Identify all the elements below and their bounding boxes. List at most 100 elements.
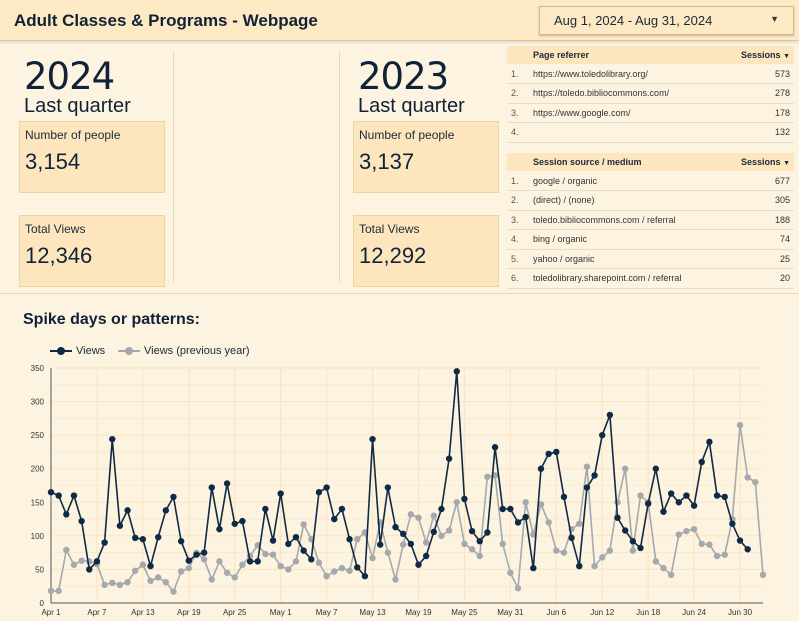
legend-item-views[interactable]: Views xyxy=(50,345,105,357)
data-point-current xyxy=(530,564,537,572)
kpi-2024-people-label: Number of people xyxy=(25,128,121,142)
x-tick-label: Apr 13 xyxy=(131,608,155,617)
data-point-previous xyxy=(560,549,568,556)
data-point-current xyxy=(101,539,108,546)
data-point-current xyxy=(606,411,614,419)
data-point-current xyxy=(683,492,690,499)
data-point-current xyxy=(445,455,453,462)
data-point-previous xyxy=(537,501,545,508)
data-point-current xyxy=(698,458,705,466)
page-header: Adult Classes & Programs - Webpage Aug 1… xyxy=(0,0,799,41)
data-point-current xyxy=(736,537,744,544)
table-row[interactable]: 5. yahoo / organic 25 xyxy=(507,249,794,269)
table-row[interactable]: 1. https://www.toledolibrary.org/573 xyxy=(507,64,794,84)
data-point-current xyxy=(147,562,154,570)
data-point-previous xyxy=(744,474,751,481)
data-point-previous xyxy=(208,576,215,583)
data-point-current xyxy=(285,540,292,548)
data-point-current xyxy=(223,480,231,487)
data-point-previous xyxy=(292,558,300,565)
data-point-current xyxy=(246,558,254,565)
y-tick-label: 300 xyxy=(31,398,45,407)
data-point-current xyxy=(78,517,85,525)
data-point-previous xyxy=(147,577,154,585)
sort-desc-icon[interactable]: ▼ xyxy=(783,160,790,167)
data-point-previous xyxy=(47,587,55,595)
cell-name: bing / organic xyxy=(529,229,724,250)
data-point-previous xyxy=(476,552,483,560)
legend-item-views-previous[interactable]: Views (previous year) xyxy=(118,345,250,357)
y-tick-label: 100 xyxy=(31,532,45,541)
data-point-current xyxy=(438,505,445,513)
data-point-previous xyxy=(78,557,85,564)
table-row[interactable]: 4. 132 xyxy=(507,122,794,143)
y-tick-label: 250 xyxy=(31,431,45,440)
page-referrer-table: Page referrer Sessions ▼ 1. https://www.t… xyxy=(507,46,794,143)
data-point-current xyxy=(392,523,399,531)
data-point-previous xyxy=(392,576,399,583)
data-point-current xyxy=(361,572,369,580)
data-point-current xyxy=(216,525,223,533)
x-tick-label: May 1 xyxy=(270,608,292,617)
data-point-previous xyxy=(369,554,376,562)
col-source-medium-header[interactable]: Session source / medium xyxy=(507,153,724,171)
data-point-previous xyxy=(285,566,292,573)
views-line-chart: 0 50 100 150 200 250 300 350 Apr 1 Apr 7 Apr 13 Apr… xyxy=(31,364,767,617)
data-point-previous xyxy=(55,587,62,595)
sort-desc-icon[interactable]: ▼ xyxy=(783,53,790,60)
data-point-current xyxy=(231,520,238,527)
data-point-current xyxy=(629,538,637,545)
cell-idx: 2. xyxy=(507,190,529,211)
table-row[interactable]: 2. https://toledo.bibliocommons.com/278 xyxy=(507,83,794,104)
col-page-referrer-header[interactable]: Page referrer xyxy=(507,46,719,64)
cell-value: 132 xyxy=(718,122,794,143)
data-point-previous xyxy=(652,558,660,565)
session-source-table: Session source / medium Sessions ▼ 1. goo… xyxy=(507,153,794,289)
table-row[interactable]: 3. toledo.bibliocommons.com / referral 188 xyxy=(507,210,794,230)
data-point-current xyxy=(154,534,162,541)
x-tick-label: May 13 xyxy=(359,608,386,617)
cell-idx: 4. xyxy=(507,229,529,250)
data-point-current xyxy=(706,438,713,446)
col-sessions-header[interactable]: Sessions ▼ xyxy=(723,153,794,171)
date-range-value: Aug 1, 2024 - Aug 31, 2024 xyxy=(554,13,713,28)
data-point-current xyxy=(177,538,185,545)
table-row[interactable]: 4. bing / organic 74 xyxy=(507,229,794,250)
data-point-previous xyxy=(315,559,323,566)
data-point-previous xyxy=(300,521,307,528)
data-point-previous xyxy=(461,540,468,548)
data-point-previous xyxy=(713,552,721,560)
col-sessions-header[interactable]: Sessions ▼ xyxy=(718,46,794,64)
table-row[interactable]: 1. google / organic 677 xyxy=(507,171,794,191)
data-point-previous xyxy=(338,564,346,572)
data-point-current xyxy=(744,546,751,553)
cell-idx: 3. xyxy=(507,210,529,230)
kpi-2024-views-label: Total Views xyxy=(25,222,86,236)
y-tick-label: 50 xyxy=(35,565,44,574)
data-point-current xyxy=(553,448,560,456)
cell-value: 20 xyxy=(723,268,794,289)
legend-marker-views-previous xyxy=(118,347,140,355)
data-point-previous xyxy=(637,492,644,499)
data-point-previous xyxy=(354,536,361,543)
data-point-current xyxy=(514,519,522,526)
table-row[interactable]: 3. https://www.google.com/178 xyxy=(507,103,794,123)
series-line-current xyxy=(50,371,749,579)
data-point-previous xyxy=(323,572,330,580)
date-range-picker[interactable]: Aug 1, 2024 - Aug 31, 2024 ▼ xyxy=(539,6,794,35)
cell-name: https://toledo.bibliocommons.com/ xyxy=(529,83,719,104)
table-row[interactable]: 2. (direct) / (none) 305 xyxy=(507,190,794,211)
cell-name: toledo.bibliocommons.com / referral xyxy=(529,210,724,230)
caret-down-icon[interactable]: ▼ xyxy=(770,14,779,24)
data-point-previous xyxy=(231,574,238,581)
data-point-current xyxy=(384,484,392,491)
cell-idx: 1. xyxy=(507,171,529,191)
kpi-2023-people-label: Number of people xyxy=(359,128,455,142)
table-row[interactable]: 6. toledolibrary.sharepoint.com / referra… xyxy=(507,268,794,289)
y-tick-label: 150 xyxy=(31,498,45,507)
data-point-current xyxy=(599,431,606,439)
x-tick-label: May 19 xyxy=(405,608,432,617)
cell-name: (direct) / (none) xyxy=(529,190,724,211)
y-tick-label: 0 xyxy=(40,599,45,608)
kpi-divider xyxy=(339,52,340,282)
